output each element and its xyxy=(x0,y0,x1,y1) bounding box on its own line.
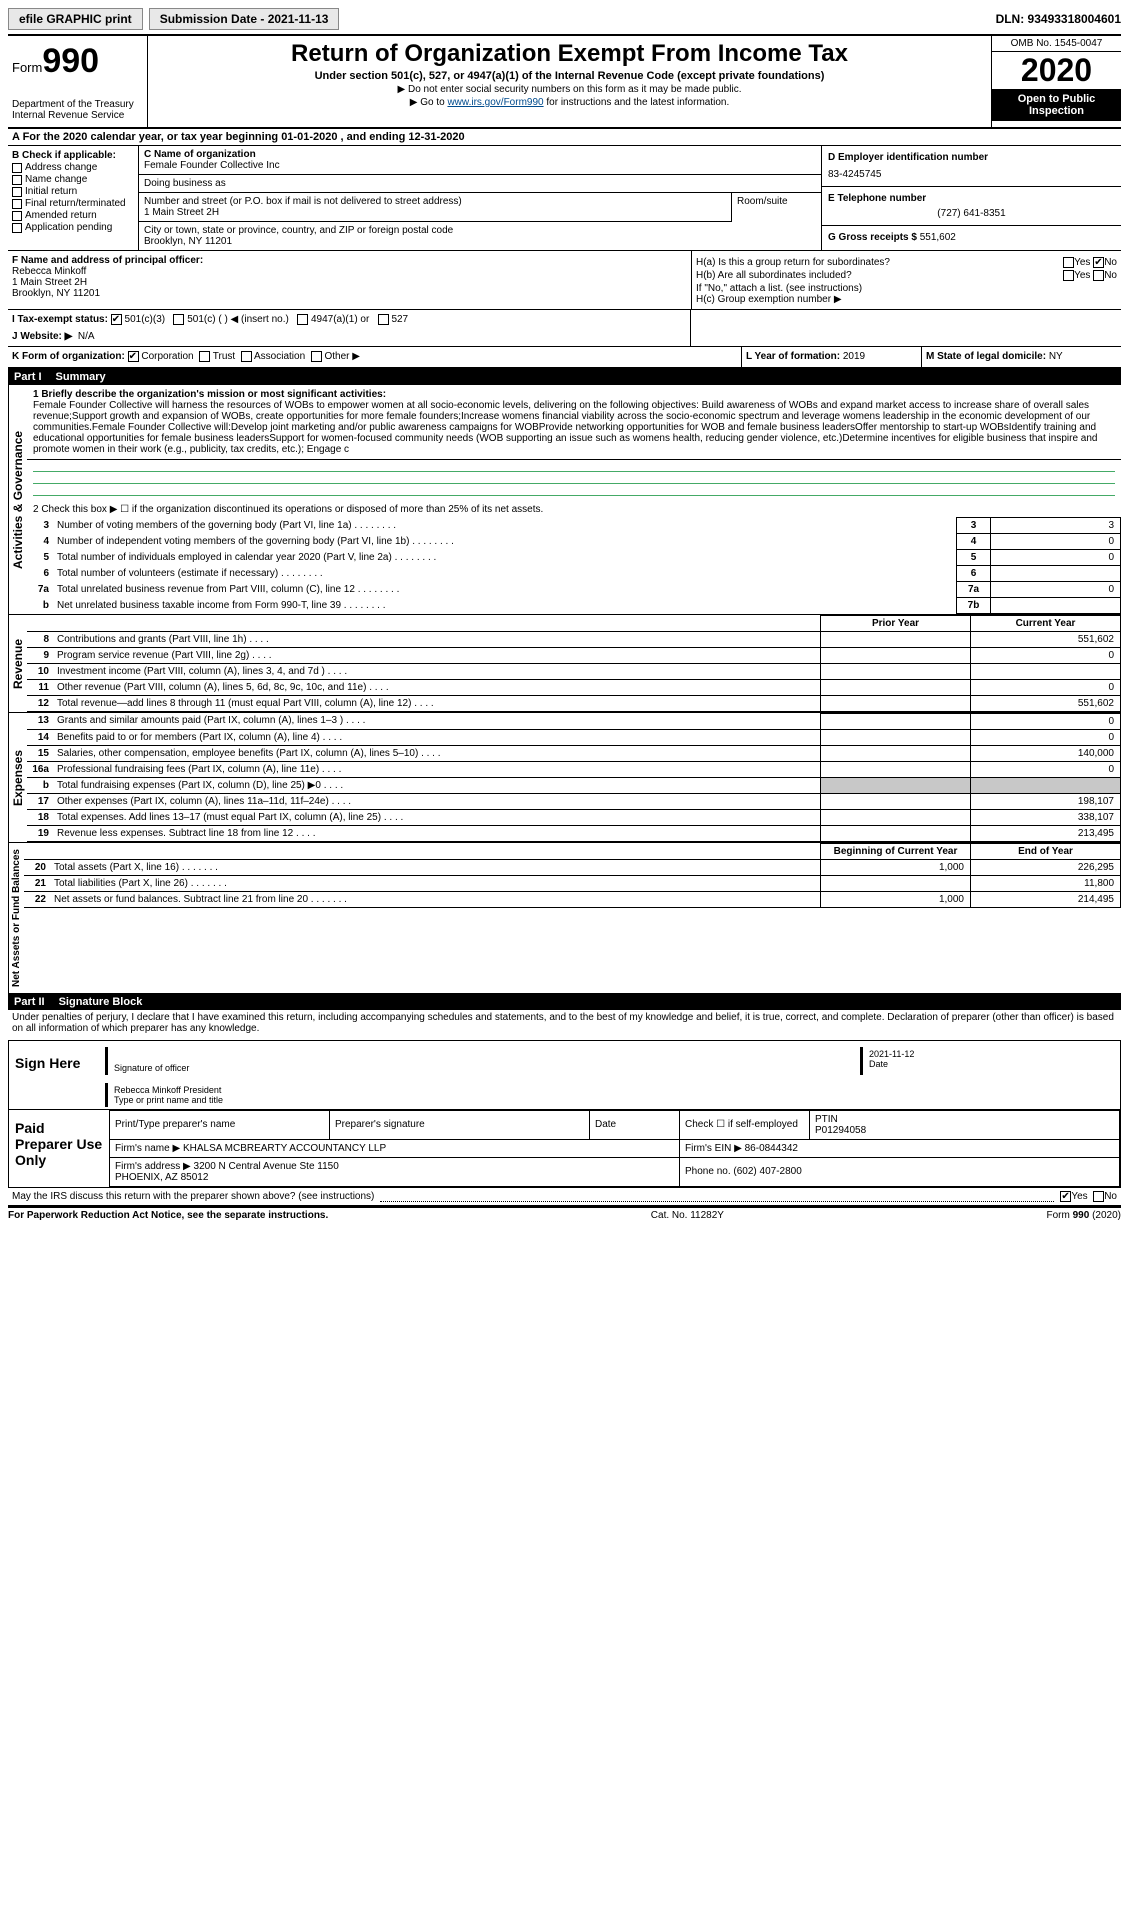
firm-ein-cell: Firm's EIN ▶ 86-0844342 xyxy=(680,1139,1120,1157)
part1-header: Part ISummary xyxy=(8,369,1121,385)
tax-year: 2020 xyxy=(992,52,1121,89)
checkbox-association[interactable] xyxy=(241,351,252,362)
self-employed-cell[interactable]: Check ☐ if self-employed xyxy=(680,1110,810,1139)
top-bar: efile GRAPHIC print Submission Date - 20… xyxy=(8,8,1121,36)
ssn-note: ▶ Do not enter social security numbers o… xyxy=(156,84,983,95)
goto-note: ▶ Go to www.irs.gov/Form990 for instruct… xyxy=(156,97,983,108)
checkbox-501c[interactable] xyxy=(173,314,184,325)
checkbox-corporation[interactable] xyxy=(128,351,139,362)
part2-header: Part IISignature Block xyxy=(8,994,1121,1010)
discuss-row: May the IRS discuss this return with the… xyxy=(8,1188,1121,1207)
checkbox-application-pending[interactable] xyxy=(12,223,22,233)
ein-cell: D Employer identification number 83-4245… xyxy=(822,146,1121,187)
perjury-statement: Under penalties of perjury, I declare th… xyxy=(8,1010,1121,1036)
revenue-section: Revenue Prior YearCurrent Year8Contribut… xyxy=(8,615,1121,713)
net-assets-table: Beginning of Current YearEnd of Year20To… xyxy=(24,843,1121,908)
checkbox-name-change[interactable] xyxy=(12,175,22,185)
checkbox-discuss-yes[interactable] xyxy=(1060,1191,1071,1202)
room-cell: Room/suite xyxy=(731,193,821,222)
row-a-tax-year: A For the 2020 calendar year, or tax yea… xyxy=(8,129,1121,146)
side-label-net-assets: Net Assets or Fund Balances xyxy=(8,843,24,993)
section-b-checkboxes: B Check if applicable: Address change Na… xyxy=(8,146,138,250)
irs-link[interactable]: www.irs.gov/Form990 xyxy=(447,97,543,108)
expenses-section: Expenses 13Grants and similar amounts pa… xyxy=(8,713,1121,843)
firm-phone-cell: Phone no. (602) 407-2800 xyxy=(680,1157,1120,1186)
submission-date-button[interactable]: Submission Date - 2021-11-13 xyxy=(149,8,340,30)
form-number-footer: Form 990 (2020) xyxy=(1047,1210,1121,1221)
checkbox-4947[interactable] xyxy=(297,314,308,325)
page-footer: For Paperwork Reduction Act Notice, see … xyxy=(8,1207,1121,1221)
gross-receipts-cell: G Gross receipts $ 551,602 xyxy=(822,226,1121,249)
preparer-name-cell: Print/Type preparer's name xyxy=(110,1110,330,1139)
checkbox-hb-yes[interactable] xyxy=(1063,270,1074,281)
checkbox-amended-return[interactable] xyxy=(12,211,22,221)
line-2-discontinued: 2 Check this box ▶ ☐ if the organization… xyxy=(27,502,1121,517)
signature-date: 2021-11-12 Date xyxy=(860,1047,1120,1075)
phone-cell: E Telephone number (727) 641-8351 xyxy=(822,187,1121,226)
paid-preparer-block: Paid Preparer Use Only Print/Type prepar… xyxy=(9,1110,1120,1187)
governance-table: 3Number of voting members of the governi… xyxy=(27,517,1121,614)
officer-name-line: Rebecca Minkoff President Type or print … xyxy=(105,1083,1120,1107)
firm-name-cell: Firm's name ▶ KHALSA MCBREARTY ACCOUNTAN… xyxy=(110,1139,680,1157)
dln-label: DLN: 93493318004601 xyxy=(996,12,1121,26)
checkbox-other[interactable] xyxy=(311,351,322,362)
form-org-row: K Form of organization: Corporation Trus… xyxy=(8,347,1121,368)
checkbox-527[interactable] xyxy=(378,314,389,325)
activities-governance-section: Activities & Governance 1 Briefly descri… xyxy=(8,385,1121,615)
signature-block: Sign Here Signature of officer 2021-11-1… xyxy=(8,1040,1121,1188)
street-cell: Number and street (or P.O. box if mail i… xyxy=(138,193,731,222)
checkbox-discuss-no[interactable] xyxy=(1093,1191,1104,1202)
checkbox-address-change[interactable] xyxy=(12,163,22,173)
omb-number: OMB No. 1545-0047 xyxy=(992,36,1121,52)
side-label-governance: Activities & Governance xyxy=(8,385,27,614)
side-label-expenses: Expenses xyxy=(8,713,27,842)
principal-officer: F Name and address of principal officer:… xyxy=(8,251,691,309)
group-return-section: H(a) Is this a group return for subordin… xyxy=(691,251,1121,309)
department-label: Department of the Treasury Internal Reve… xyxy=(12,99,143,121)
side-label-revenue: Revenue xyxy=(8,615,27,712)
ptin-cell: PTINP01294058 xyxy=(810,1110,1120,1139)
form-number: Form990 xyxy=(12,42,143,81)
checkbox-trust[interactable] xyxy=(199,351,210,362)
checkbox-final-return[interactable] xyxy=(12,199,22,209)
expenses-table: 13Grants and similar amounts paid (Part … xyxy=(27,713,1121,842)
tax-status-row: I Tax-exempt status: 501(c)(3) 501(c) ( … xyxy=(8,310,1121,347)
dba-cell: Doing business as xyxy=(138,175,821,193)
checkbox-ha-no[interactable] xyxy=(1093,257,1104,268)
entity-info-block: B Check if applicable: Address change Na… xyxy=(8,146,1121,251)
checkbox-hb-no[interactable] xyxy=(1093,270,1104,281)
form-title: Return of Organization Exempt From Incom… xyxy=(156,40,983,68)
checkbox-501c3[interactable] xyxy=(111,314,122,325)
revenue-table: Prior YearCurrent Year8Contributions and… xyxy=(27,615,1121,712)
open-public-badge: Open to Public Inspection xyxy=(992,89,1121,121)
city-cell: City or town, state or province, country… xyxy=(138,222,821,250)
sign-here-label: Sign Here xyxy=(9,1041,99,1109)
preparer-date-cell: Date xyxy=(590,1110,680,1139)
firm-address-cell: Firm's address ▶ 3200 N Central Avenue S… xyxy=(110,1157,680,1186)
efile-button[interactable]: efile GRAPHIC print xyxy=(8,8,143,30)
form-subtitle: Under section 501(c), 527, or 4947(a)(1)… xyxy=(156,70,983,82)
net-assets-section: Net Assets or Fund Balances Beginning of… xyxy=(8,843,1121,994)
paid-preparer-label: Paid Preparer Use Only xyxy=(9,1110,109,1187)
preparer-signature-cell[interactable]: Preparer's signature xyxy=(330,1110,590,1139)
officer-group-block: F Name and address of principal officer:… xyxy=(8,251,1121,310)
checkbox-initial-return[interactable] xyxy=(12,187,22,197)
form-header: Form990 Department of the Treasury Inter… xyxy=(8,36,1121,129)
org-name-cell: C Name of organization Female Founder Co… xyxy=(138,146,821,175)
officer-signature-line[interactable]: Signature of officer xyxy=(105,1047,854,1075)
checkbox-ha-yes[interactable] xyxy=(1063,257,1074,268)
